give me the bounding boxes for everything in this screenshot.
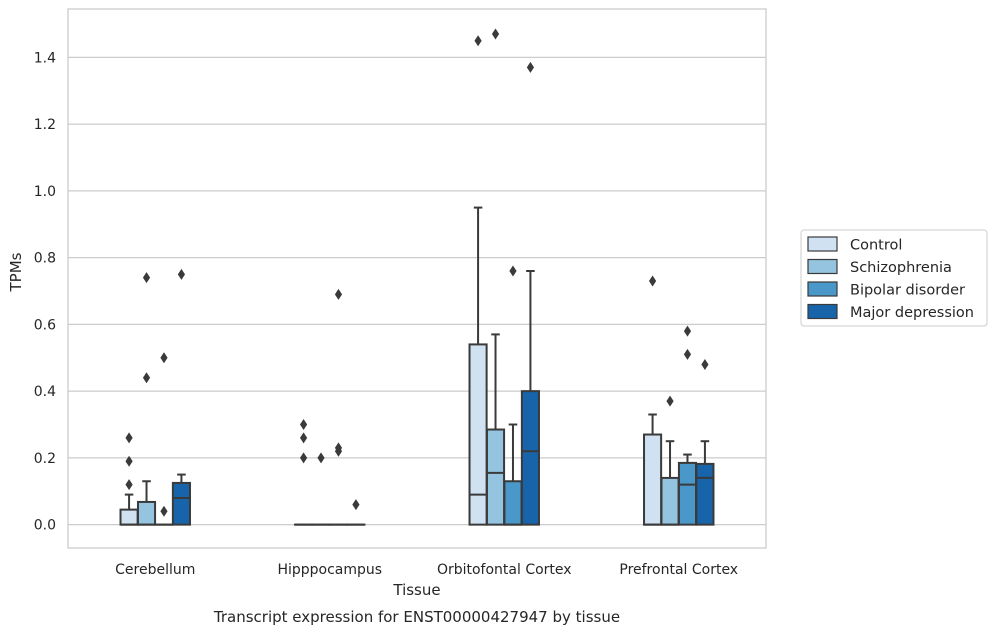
y-tick-label: 0.4 (34, 384, 56, 400)
outlier-point (683, 348, 692, 360)
outlier-point (160, 505, 168, 517)
x-axis: Cerebellum Hipppocampus Orbitofontal Corte… (115, 562, 738, 578)
box-schizophrenia (660, 395, 680, 526)
outlier-point (334, 442, 343, 454)
legend-label: Control (850, 238, 902, 254)
legend-swatch (807, 303, 838, 320)
legend-label: Bipolar disorder (850, 283, 965, 299)
box-major-depression (520, 61, 540, 526)
outlier-point (491, 28, 500, 40)
outlier-point (125, 432, 133, 444)
legend-frame (800, 229, 988, 327)
outlier-point (125, 455, 133, 467)
outlier-point (474, 35, 482, 47)
y-axis: 0.0 0.2 0.4 0.6 0.8 1.0 1.2 1.4 (34, 50, 56, 533)
legend-swatch (807, 258, 838, 275)
legend-swatch (807, 236, 838, 252)
y-tick-label: 1.0 (34, 184, 56, 200)
x-tick-label: Hipppocampus (277, 562, 382, 578)
box-control (294, 419, 314, 526)
gridlines (68, 56, 766, 526)
outlier-point (299, 432, 308, 444)
box-major-depression (171, 268, 191, 526)
outlier-point (160, 352, 168, 364)
outlier-point (142, 372, 151, 384)
legend-label: Schizophrenia (850, 260, 952, 276)
outlier-point (142, 272, 151, 284)
y-tick-label: 1.2 (34, 117, 56, 133)
legend: Control Schizophrenia Bipolar disorder Majo… (800, 229, 988, 327)
box-bipolar-disorder (503, 265, 523, 526)
outlier-point (648, 275, 657, 287)
box-iqr (503, 480, 523, 526)
box-iqr (171, 481, 191, 526)
box-iqr (520, 390, 540, 526)
box-major-depression (346, 499, 366, 526)
box-schizophrenia (136, 272, 157, 526)
legend-label: Major depression (850, 305, 974, 321)
outlier-point (509, 265, 517, 277)
box-iqr (485, 428, 506, 526)
box-bipolar-disorder (154, 352, 174, 526)
box-control (468, 35, 488, 526)
legend-swatch (807, 281, 838, 297)
outlier-point (526, 61, 535, 73)
box-iqr (677, 461, 698, 526)
box-bipolar-disorder (677, 325, 698, 526)
x-tick-label: Prefrontal Cortex (619, 562, 738, 578)
y-tick-label: 0.0 (34, 518, 56, 534)
outlier-point (299, 419, 308, 431)
outlier-point (666, 395, 674, 407)
box-iqr (136, 500, 157, 526)
x-tick-label: Cerebellum (115, 562, 195, 578)
y-axis-label: TPMs (7, 252, 25, 292)
outlier-point (701, 358, 709, 370)
plot-frame (67, 8, 767, 549)
outlier-point (125, 479, 133, 491)
box-schizophrenia (311, 452, 331, 526)
outlier-point (352, 499, 360, 511)
box-iqr (119, 508, 139, 526)
box-major-depression (695, 358, 715, 526)
outlier-point (334, 288, 343, 300)
outlier-point (683, 325, 692, 337)
y-tick-label: 0.8 (34, 251, 56, 267)
outlier-point (317, 452, 325, 464)
y-tick-label: 0.6 (34, 317, 56, 333)
outlier-point (299, 452, 308, 464)
box-control (643, 275, 663, 526)
box-schizophrenia (485, 28, 506, 526)
box-iqr (643, 433, 663, 526)
box-iqr (695, 462, 715, 526)
y-tick-label: 0.2 (34, 451, 56, 467)
chart-title: Transcript expression for ENST0000042794… (213, 608, 620, 626)
box-control (119, 432, 139, 526)
outlier-point (177, 268, 186, 280)
y-tick-label: 1.4 (34, 50, 56, 66)
box-plots (119, 28, 715, 526)
x-tick-label: Orbitofontal Cortex (437, 562, 572, 578)
box-iqr (468, 343, 488, 526)
x-axis-label: Tissue (392, 581, 440, 599)
box-iqr (660, 476, 680, 526)
